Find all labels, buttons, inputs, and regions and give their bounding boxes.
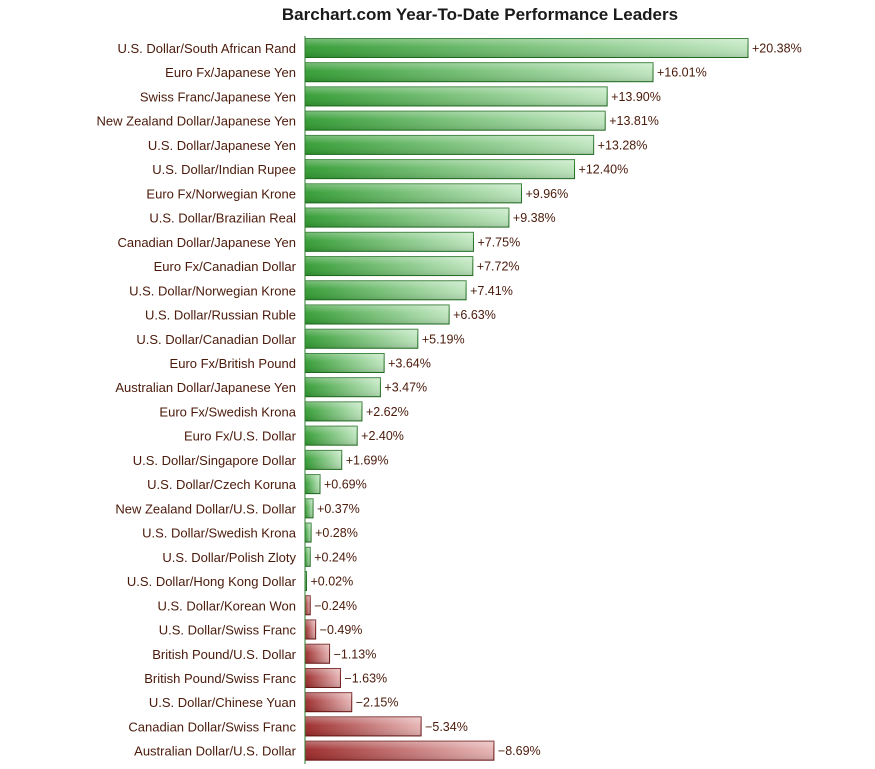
category-label-u-s-dollar-swedish-krona: U.S. Dollar/Swedish Krona xyxy=(142,526,297,541)
category-label-euro-fx-british-pound: Euro Fx/British Pound xyxy=(170,356,296,371)
bar-new-zealand-dollar-u-s-dollar xyxy=(304,498,314,519)
bar-u-s-dollar-chinese-yuan xyxy=(304,692,353,713)
category-label-canadian-dollar-japanese-yen: Canadian Dollar/Japanese Yen xyxy=(117,235,296,250)
value-label-u-s-dollar-korean-won: −0.24% xyxy=(314,599,357,613)
bar-canadian-dollar-japanese-yen xyxy=(304,231,474,252)
category-label-euro-fx-norwegian-krone: Euro Fx/Norwegian Krone xyxy=(146,186,296,201)
value-label-u-s-dollar-canadian-dollar: +5.19% xyxy=(422,332,465,346)
category-label-u-s-dollar-chinese-yuan: U.S. Dollar/Chinese Yuan xyxy=(149,695,296,710)
bar-u-s-dollar-indian-rupee xyxy=(304,159,576,180)
bar-euro-fx-canadian-dollar xyxy=(304,256,474,277)
value-label-u-s-dollar-czech-koruna: +0.69% xyxy=(324,478,367,492)
bar-canadian-dollar-swiss-franc xyxy=(304,716,422,737)
value-label-u-s-dollar-swiss-franc: −0.49% xyxy=(320,623,363,637)
bar-u-s-dollar-swedish-krona xyxy=(304,522,312,543)
value-label-u-s-dollar-norwegian-krone: +7.41% xyxy=(470,284,513,298)
category-label-swiss-franc-japanese-yen: Swiss Franc/Japanese Yen xyxy=(140,89,296,104)
category-label-u-s-dollar-norwegian-krone: U.S. Dollar/Norwegian Krone xyxy=(129,283,296,298)
bar-u-s-dollar-russian-ruble xyxy=(304,304,450,325)
category-label-euro-fx-canadian-dollar: Euro Fx/Canadian Dollar xyxy=(154,259,297,274)
value-label-euro-fx-norwegian-krone: +9.96% xyxy=(526,187,569,201)
category-label-u-s-dollar-korean-won: U.S. Dollar/Korean Won xyxy=(158,598,297,613)
value-label-u-s-dollar-indian-rupee: +12.40% xyxy=(579,163,629,177)
value-label-u-s-dollar-hong-kong-dollar: +0.02% xyxy=(311,575,354,589)
value-label-canadian-dollar-japanese-yen: +7.75% xyxy=(477,235,520,249)
bar-u-s-dollar-norwegian-krone xyxy=(304,280,467,301)
category-label-canadian-dollar-swiss-franc: Canadian Dollar/Swiss Franc xyxy=(128,719,296,734)
category-label-u-s-dollar-hong-kong-dollar: U.S. Dollar/Hong Kong Dollar xyxy=(127,574,297,589)
value-label-euro-fx-japanese-yen: +16.01% xyxy=(657,66,707,80)
value-label-u-s-dollar-swedish-krona: +0.28% xyxy=(315,526,358,540)
value-label-euro-fx-british-pound: +3.64% xyxy=(388,356,431,370)
bar-new-zealand-dollar-japanese-yen xyxy=(304,110,606,131)
value-label-australian-dollar-u-s-dollar: −8.69% xyxy=(498,744,541,758)
value-label-british-pound-swiss-franc: −1.63% xyxy=(344,671,387,685)
bar-u-s-dollar-korean-won xyxy=(304,595,311,616)
category-label-u-s-dollar-russian-ruble: U.S. Dollar/Russian Ruble xyxy=(145,308,296,323)
bar-u-s-dollar-brazilian-real xyxy=(304,207,510,228)
bar-euro-fx-norwegian-krone xyxy=(304,183,523,204)
category-labels: U.S. Dollar/South African Rand Euro Fx/Ja… xyxy=(97,41,297,759)
bar-euro-fx-british-pound xyxy=(304,352,385,373)
value-label-u-s-dollar-south-african-rand: +20.38% xyxy=(752,42,802,56)
category-label-u-s-dollar-indian-rupee: U.S. Dollar/Indian Rupee xyxy=(152,162,296,177)
value-label-euro-fx-u-s-dollar: +2.40% xyxy=(361,429,404,443)
category-label-u-s-dollar-south-african-rand: U.S. Dollar/South African Rand xyxy=(118,41,296,56)
category-label-australian-dollar-japanese-yen: Australian Dollar/Japanese Yen xyxy=(115,380,296,395)
value-label-new-zealand-dollar-japanese-yen: +13.81% xyxy=(609,114,659,128)
category-label-australian-dollar-u-s-dollar: Australian Dollar/U.S. Dollar xyxy=(134,744,297,759)
bar-british-pound-u-s-dollar xyxy=(304,643,331,664)
bar-euro-fx-u-s-dollar xyxy=(304,425,358,446)
bar-australian-dollar-japanese-yen xyxy=(304,377,381,398)
bar-euro-fx-swedish-krona xyxy=(304,401,363,422)
bar-u-s-dollar-swiss-franc xyxy=(304,619,317,640)
category-label-euro-fx-japanese-yen: Euro Fx/Japanese Yen xyxy=(165,65,296,80)
category-label-euro-fx-swedish-krona: Euro Fx/Swedish Krona xyxy=(159,404,296,419)
value-label-australian-dollar-japanese-yen: +3.47% xyxy=(384,381,427,395)
bar-u-s-dollar-south-african-rand xyxy=(304,38,749,58)
value-label-u-s-dollar-japanese-yen: +13.28% xyxy=(598,138,648,152)
category-label-u-s-dollar-brazilian-real: U.S. Dollar/Brazilian Real xyxy=(149,211,296,226)
category-label-new-zealand-dollar-u-s-dollar: New Zealand Dollar/U.S. Dollar xyxy=(115,501,296,516)
category-label-u-s-dollar-singapore-dollar: U.S. Dollar/Singapore Dollar xyxy=(133,453,297,468)
value-label-u-s-dollar-singapore-dollar: +1.69% xyxy=(346,453,389,467)
value-labels: +20.38% +16.01% +13.90% +13.81% +13.28% +12.4… xyxy=(311,42,802,759)
value-label-new-zealand-dollar-u-s-dollar: +0.37% xyxy=(317,502,360,516)
category-label-u-s-dollar-czech-koruna: U.S. Dollar/Czech Koruna xyxy=(147,477,297,492)
value-label-canadian-dollar-swiss-franc: −5.34% xyxy=(425,720,468,734)
bar-u-s-dollar-canadian-dollar xyxy=(304,328,419,349)
bar-swiss-franc-japanese-yen xyxy=(304,86,608,107)
value-label-euro-fx-canadian-dollar: +7.72% xyxy=(477,260,520,274)
category-label-u-s-dollar-japanese-yen: U.S. Dollar/Japanese Yen xyxy=(148,138,296,153)
category-label-british-pound-u-s-dollar: British Pound/U.S. Dollar xyxy=(152,647,296,662)
bar-u-s-dollar-polish-zloty xyxy=(304,546,311,567)
category-label-new-zealand-dollar-japanese-yen: New Zealand Dollar/Japanese Yen xyxy=(97,114,296,129)
bar-u-s-dollar-singapore-dollar xyxy=(304,449,343,470)
value-label-u-s-dollar-brazilian-real: +9.38% xyxy=(513,211,556,225)
value-label-u-s-dollar-russian-ruble: +6.63% xyxy=(453,308,496,322)
category-label-u-s-dollar-polish-zloty: U.S. Dollar/Polish Zloty xyxy=(162,550,296,565)
bar-u-s-dollar-japanese-yen xyxy=(304,134,595,155)
bar-australian-dollar-u-s-dollar xyxy=(304,740,495,761)
value-label-u-s-dollar-chinese-yuan: −2.15% xyxy=(356,696,399,710)
category-label-u-s-dollar-swiss-franc: U.S. Dollar/Swiss Franc xyxy=(159,623,297,638)
bar-euro-fx-japanese-yen xyxy=(304,62,654,83)
value-label-british-pound-u-s-dollar: −1.13% xyxy=(334,647,377,661)
value-label-swiss-franc-japanese-yen: +13.90% xyxy=(611,90,661,104)
category-label-euro-fx-u-s-dollar: Euro Fx/U.S. Dollar xyxy=(184,429,297,444)
category-label-british-pound-swiss-franc: British Pound/Swiss Franc xyxy=(144,671,296,686)
bar-british-pound-swiss-franc xyxy=(304,667,341,688)
value-label-u-s-dollar-polish-zloty: +0.24% xyxy=(314,550,357,564)
bar-u-s-dollar-czech-koruna xyxy=(304,474,321,495)
category-label-u-s-dollar-canadian-dollar: U.S. Dollar/Canadian Dollar xyxy=(136,332,296,347)
chart-title: Barchart.com Year-To-Date Performance Le… xyxy=(282,5,678,24)
value-label-euro-fx-swedish-krona: +2.62% xyxy=(366,405,409,419)
